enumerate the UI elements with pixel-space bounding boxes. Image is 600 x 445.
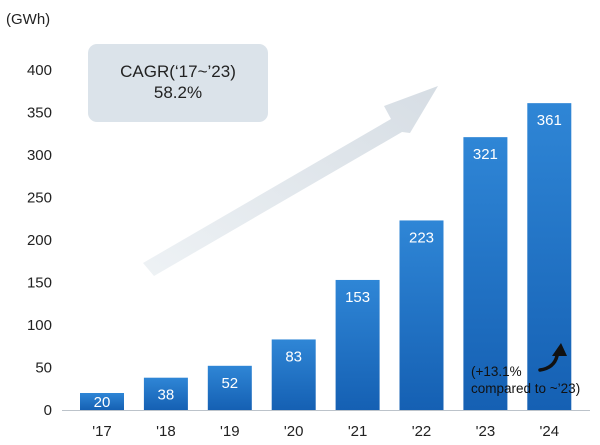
- x-tick-label-2: '19: [220, 423, 240, 440]
- y-tick-label: 350: [27, 105, 52, 122]
- growth-trend-arrow: [143, 86, 438, 276]
- cagr-callout-value: 58.2%: [154, 83, 202, 102]
- bar-value-label-1: 38: [158, 387, 175, 404]
- y-tick-label: 200: [27, 232, 52, 249]
- bar-value-label-3: 83: [285, 348, 302, 365]
- y-tick-label: 150: [27, 275, 52, 292]
- bar-3: [271, 339, 316, 410]
- bar-2: [207, 365, 252, 410]
- x-tick-label-3: '20: [284, 423, 304, 440]
- bar-1: [143, 377, 188, 410]
- bar-5: [399, 220, 444, 410]
- x-tick-label-5: '22: [412, 423, 432, 440]
- growth-note-line2: compared to ~’23): [471, 381, 580, 396]
- x-tick-label-1: '18: [156, 423, 176, 440]
- bar-value-label-5: 223: [409, 229, 434, 246]
- x-axis: '17 '18 '19 '20 '21 '22 '23 '24: [92, 423, 559, 440]
- unit-label: (GWh): [6, 11, 50, 28]
- cagr-callout-label: CAGR(‘17~’23): [120, 62, 236, 81]
- bar-4: [335, 279, 380, 410]
- bar-7: [527, 103, 572, 411]
- y-tick-label: 100: [27, 317, 52, 334]
- curved-up-arrow-icon: [538, 354, 559, 372]
- x-tick-label-4: '21: [348, 423, 368, 440]
- bar-value-label-7: 361: [537, 112, 562, 129]
- y-tick-label: 50: [35, 360, 52, 377]
- y-tick-label: 300: [27, 147, 52, 164]
- x-tick-label-0: '17: [92, 423, 112, 440]
- cagr-callout: CAGR(‘17~’23) 58.2%: [88, 44, 268, 122]
- bar-0: [80, 393, 124, 410]
- x-tick-label-7: '24: [540, 423, 560, 440]
- curved-up-arrow-head-icon: [552, 343, 567, 356]
- bar-value-label-0: 20: [94, 394, 111, 411]
- bar-6: [463, 137, 508, 410]
- bar-value-label-2: 52: [221, 375, 238, 392]
- bar-value-label-6: 321: [473, 146, 498, 163]
- growth-note-line1: (+13.1%: [471, 364, 522, 379]
- y-tick-label: 0: [44, 402, 52, 419]
- x-tick-label-6: '23: [476, 423, 496, 440]
- y-tick-label: 400: [27, 62, 52, 79]
- y-tick-label: 250: [27, 190, 52, 207]
- bars: [80, 103, 572, 411]
- bar-value-label-4: 153: [345, 289, 370, 306]
- growth-note: (+13.1% compared to ~’23): [471, 343, 580, 396]
- cagr-callout-box: [88, 44, 268, 122]
- bar-value-labels: 20 38 52 83 153 223 321 361: [94, 112, 562, 411]
- y-axis: 0 50 100 150 200 250 300 350 400: [27, 62, 52, 419]
